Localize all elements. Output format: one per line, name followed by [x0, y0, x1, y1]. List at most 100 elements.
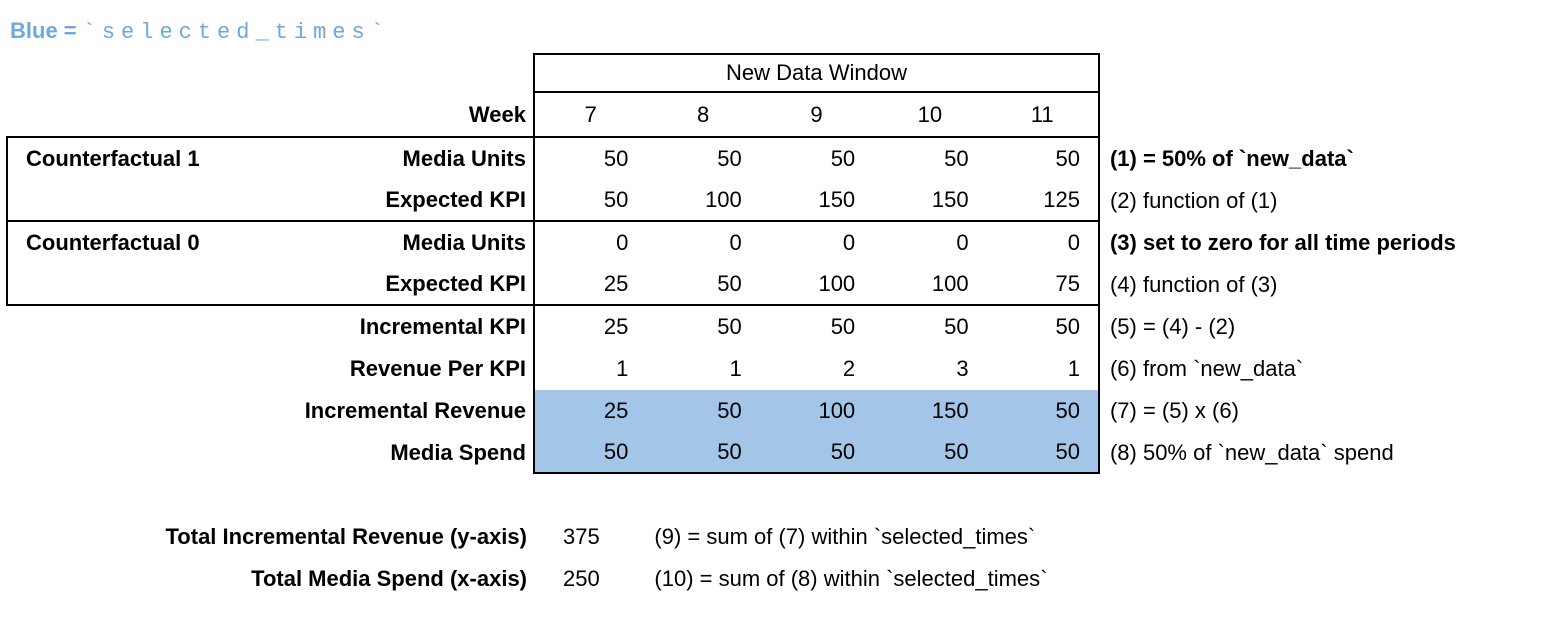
- data-cell: 0: [533, 222, 646, 264]
- data-cell: 2: [842, 356, 856, 381]
- data-cell-highlighted: 50: [986, 390, 1100, 432]
- total-value: 250: [563, 566, 600, 591]
- row-label-cell: Expected KPI: [6, 264, 533, 306]
- row-annotation: (5) = (4) - (2): [1109, 314, 1236, 339]
- row-label-cell: Counterfactual 1 Media Units: [6, 138, 533, 180]
- row-label: Revenue Per KPI: [349, 356, 526, 381]
- week-cell: 9: [759, 93, 874, 138]
- data-table: New Data Window Week 7 8 9 10 11 Counter…: [6, 53, 1540, 474]
- row-label: Incremental Revenue: [304, 398, 526, 423]
- week-cell: 11: [986, 93, 1100, 138]
- data-cell: 25: [533, 306, 646, 348]
- table-row-highlighted: Incremental Revenue 25 50 100 150 50 (7)…: [6, 390, 1540, 432]
- data-cell: 100: [646, 180, 760, 222]
- data-cell-highlighted: 50: [646, 432, 760, 474]
- week-cell: 10: [873, 93, 987, 138]
- header-spacer: [6, 53, 533, 93]
- row-annotation: (6) from `new_data`: [1109, 356, 1304, 381]
- table-row-week: Week 7 8 9 10 11: [6, 93, 1540, 138]
- data-cell: 0: [842, 230, 856, 255]
- data-cell: 25: [533, 264, 647, 306]
- table-row-highlighted: Media Spend 50 50 50 50 50 (8) 50% of `n…: [6, 432, 1540, 474]
- row-annotation: (2) function of (1): [1109, 188, 1278, 213]
- data-cell: 50: [987, 306, 1100, 348]
- data-cell: 1: [729, 356, 742, 381]
- row-label: Incremental KPI: [359, 314, 526, 339]
- data-cell: 50: [944, 314, 969, 339]
- total-value: 375: [563, 524, 600, 549]
- row-annotation-spacer: [1100, 93, 1540, 138]
- table-row: Incremental KPI 25 50 50 50 50 (5) = (4)…: [6, 306, 1540, 348]
- table-row: Expected KPI 25 50 100 100 75 (4) functi…: [6, 264, 1540, 306]
- new-data-window-header: New Data Window: [533, 53, 1100, 93]
- data-cell: 50: [830, 314, 856, 339]
- data-cell: 150: [873, 180, 987, 222]
- data-cell-highlighted: 50: [533, 432, 647, 474]
- data-cell: 100: [873, 264, 987, 306]
- row-annotation: (7) = (5) x (6): [1109, 398, 1239, 423]
- week-label: Week: [6, 93, 533, 138]
- data-cell: 3: [956, 356, 969, 381]
- table-row: Counterfactual 1 Media Units 50 50 50 50…: [6, 138, 1540, 180]
- data-cell-highlighted: 50: [759, 432, 874, 474]
- row-annotation: (3) set to zero for all time periods: [1109, 230, 1456, 255]
- total-label: Total Media Spend (x-axis): [251, 566, 527, 591]
- row-label: Media Spend: [390, 440, 526, 465]
- data-cell: 50: [533, 180, 647, 222]
- data-cell: 1: [533, 348, 646, 390]
- data-cell: 50: [717, 314, 742, 339]
- data-cell: 50: [944, 146, 969, 171]
- data-cell: 50: [533, 138, 646, 180]
- data-cell: 125: [986, 180, 1100, 222]
- legend-label: Blue =: [10, 18, 77, 43]
- header-spacer: [1100, 53, 1540, 93]
- row-label-cell: Expected KPI: [6, 180, 533, 222]
- row-label-cell: Incremental KPI: [6, 306, 533, 348]
- data-cell-highlighted: 150: [873, 390, 987, 432]
- data-cell: 0: [729, 230, 742, 255]
- data-cell: 100: [759, 264, 874, 306]
- data-cell-highlighted: 50: [873, 432, 987, 474]
- week-cell: 7: [533, 93, 647, 138]
- totals-section: Total Incremental Revenue (y-axis) 375 (…: [6, 516, 1540, 600]
- row-label: Media Units: [402, 230, 526, 255]
- total-annotation: (10) = sum of (8) within `selected_times…: [654, 566, 1048, 591]
- data-cell: 50: [830, 146, 856, 171]
- table-row: Expected KPI 50 100 150 150 125 (2) func…: [6, 180, 1540, 222]
- total-label: Total Incremental Revenue (y-axis): [165, 524, 528, 549]
- data-cell: 50: [717, 146, 742, 171]
- row-label: Expected KPI: [385, 271, 526, 296]
- row-annotation: (4) function of (3): [1109, 272, 1278, 297]
- group-label: Counterfactual 1: [26, 146, 200, 171]
- group-label: Counterfactual 0: [26, 230, 200, 255]
- data-cell-highlighted: 50: [646, 390, 760, 432]
- totals-row: Total Incremental Revenue (y-axis) 375 (…: [6, 516, 1540, 558]
- total-annotation: (9) = sum of (7) within `selected_times`: [654, 524, 1036, 549]
- row-annotation: (8) 50% of `new_data` spend: [1109, 440, 1394, 465]
- data-cell-highlighted: 50: [986, 432, 1100, 474]
- week-cell: 8: [646, 93, 760, 138]
- table-row: Counterfactual 0 Media Units 0 0 0 0 0 (…: [6, 222, 1540, 264]
- data-cell: 50: [987, 138, 1100, 180]
- data-cell: 50: [646, 264, 760, 306]
- totals-row: Total Media Spend (x-axis) 250 (10) = su…: [6, 558, 1540, 600]
- row-label-cell: Media Spend: [6, 432, 533, 474]
- data-cell-highlighted: 25: [533, 390, 647, 432]
- row-label-cell: Incremental Revenue: [6, 390, 533, 432]
- data-cell: 75: [986, 264, 1100, 306]
- data-cell-highlighted: 100: [759, 390, 874, 432]
- row-label-cell: Counterfactual 0 Media Units: [6, 222, 533, 264]
- table-row-header: New Data Window: [6, 53, 1540, 93]
- row-annotation: (1) = 50% of `new_data`: [1109, 146, 1354, 171]
- table-row: Revenue Per KPI 1 1 2 3 1 (6) from `new_…: [6, 348, 1540, 390]
- data-cell: 150: [759, 180, 874, 222]
- row-label: Expected KPI: [385, 187, 526, 212]
- data-cell: 0: [956, 230, 969, 255]
- data-cell: 1: [987, 348, 1100, 390]
- data-cell: 0: [987, 222, 1100, 264]
- legend-note: Blue = `selected_times`: [10, 18, 390, 45]
- legend-code: `selected_times`: [82, 20, 390, 45]
- row-label-cell: Revenue Per KPI: [6, 348, 533, 390]
- row-label: Media Units: [402, 146, 526, 171]
